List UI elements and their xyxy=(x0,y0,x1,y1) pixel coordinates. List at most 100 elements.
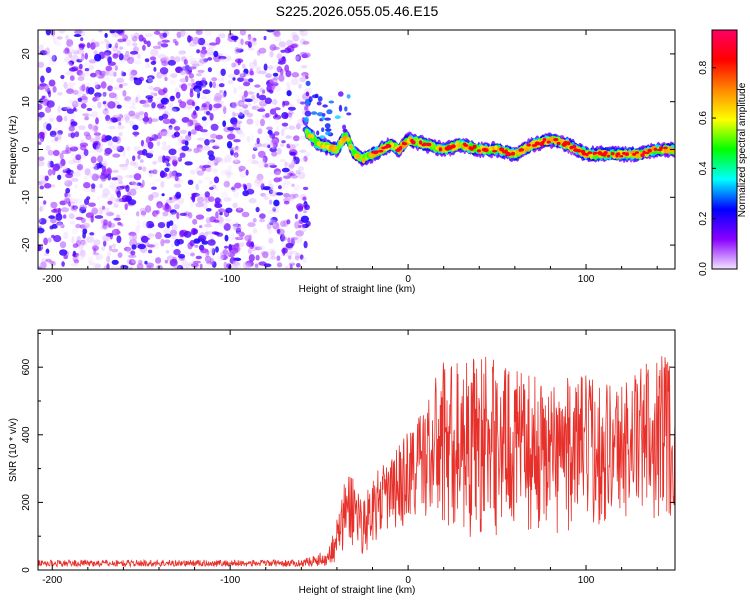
noise-speck xyxy=(207,239,216,246)
noise-speck xyxy=(284,162,291,166)
noise-speck xyxy=(192,63,200,67)
noise-speck xyxy=(80,139,85,144)
noise-speck xyxy=(218,33,226,39)
noise-speck xyxy=(64,200,69,206)
noise-speck xyxy=(115,228,120,235)
noise-speck xyxy=(239,30,247,36)
noise-speck xyxy=(126,259,130,264)
noise-speck xyxy=(276,148,282,155)
noise-speck xyxy=(157,53,167,59)
noise-speck xyxy=(66,193,71,198)
noise-speck xyxy=(284,126,288,130)
noise-speck xyxy=(192,36,200,45)
noise-speck xyxy=(246,118,254,125)
noise-speck xyxy=(108,92,117,99)
noise-speck xyxy=(288,239,296,244)
noise-speck xyxy=(199,165,204,169)
signal-blob xyxy=(356,153,360,159)
noise-speck xyxy=(160,181,165,188)
noise-speck xyxy=(208,154,216,161)
noise-speck xyxy=(281,140,286,144)
noise-speck xyxy=(161,39,170,43)
noise-speck xyxy=(45,66,52,74)
noise-speck xyxy=(271,205,278,210)
noise-speck xyxy=(38,227,45,234)
noise-speck xyxy=(209,42,218,46)
noise-speck xyxy=(195,105,200,111)
noise-speck xyxy=(43,252,50,257)
noise-speck xyxy=(143,40,148,45)
snr-x-ticks: -200 -100 0 100 xyxy=(42,330,658,586)
noise-speck xyxy=(117,252,123,258)
signal-blob xyxy=(619,155,624,158)
noise-speck xyxy=(211,248,216,256)
noise-speck xyxy=(282,180,291,186)
noise-speck xyxy=(263,35,267,41)
noise-speck xyxy=(259,213,266,219)
noise-speck xyxy=(133,161,139,168)
noise-speck xyxy=(233,112,241,117)
noise-speck xyxy=(173,125,181,131)
noise-speck xyxy=(236,129,244,135)
noise-speck xyxy=(249,68,254,75)
noise-speck xyxy=(274,107,281,111)
signal-blob xyxy=(361,158,366,164)
noise-speck xyxy=(80,103,87,109)
noise-speck xyxy=(278,41,287,48)
noise-speck xyxy=(205,208,212,212)
noise-speck xyxy=(300,65,308,69)
noise-speck xyxy=(285,81,291,88)
noise-speck xyxy=(316,101,322,106)
noise-speck xyxy=(199,225,203,229)
colorbar-tick-label: 0.0 xyxy=(698,262,709,276)
signal-blob xyxy=(426,142,432,147)
noise-speck xyxy=(203,58,209,63)
noise-speck xyxy=(286,143,291,149)
x-tick-label: 100 xyxy=(578,274,595,285)
noise-speck xyxy=(305,151,311,158)
noise-speck xyxy=(210,247,215,255)
noise-speck xyxy=(246,112,254,118)
noise-speck xyxy=(295,56,300,61)
noise-speck xyxy=(145,62,150,69)
noise-speck xyxy=(190,252,195,257)
noise-speck xyxy=(80,37,84,42)
noise-speck xyxy=(118,180,123,184)
noise-speck xyxy=(231,261,241,266)
noise-speck xyxy=(288,164,295,168)
noise-speck xyxy=(322,113,326,117)
noise-speck xyxy=(114,65,118,71)
noise-speck xyxy=(101,193,109,199)
noise-speck xyxy=(262,155,268,163)
noise-speck xyxy=(82,93,87,99)
noise-speck xyxy=(50,33,56,40)
noise-speck xyxy=(130,33,134,40)
noise-speck xyxy=(232,223,241,227)
noise-speck xyxy=(251,94,255,100)
noise-speck xyxy=(84,68,90,72)
noise-speck xyxy=(204,191,210,198)
noise-speck xyxy=(63,178,69,184)
noise-speck xyxy=(279,159,286,163)
noise-speck xyxy=(79,206,87,214)
noise-speck xyxy=(200,95,208,100)
noise-speck xyxy=(94,135,102,140)
noise-speck xyxy=(197,57,206,61)
noise-speck xyxy=(133,59,142,65)
noise-speck xyxy=(87,255,94,263)
noise-speck xyxy=(179,152,186,158)
noise-speck xyxy=(105,233,114,237)
noise-speck xyxy=(134,133,138,137)
noise-speck xyxy=(288,113,293,121)
signal-blob xyxy=(553,138,559,142)
noise-speck xyxy=(57,105,61,113)
noise-speck xyxy=(283,197,291,203)
noise-speck xyxy=(162,204,169,211)
noise-speck xyxy=(168,106,173,113)
noise-speck xyxy=(120,164,129,171)
noise-speck xyxy=(294,235,303,244)
noise-speck xyxy=(221,58,228,63)
noise-speck xyxy=(195,202,204,208)
noise-speck xyxy=(300,157,306,162)
noise-speck xyxy=(282,126,289,131)
